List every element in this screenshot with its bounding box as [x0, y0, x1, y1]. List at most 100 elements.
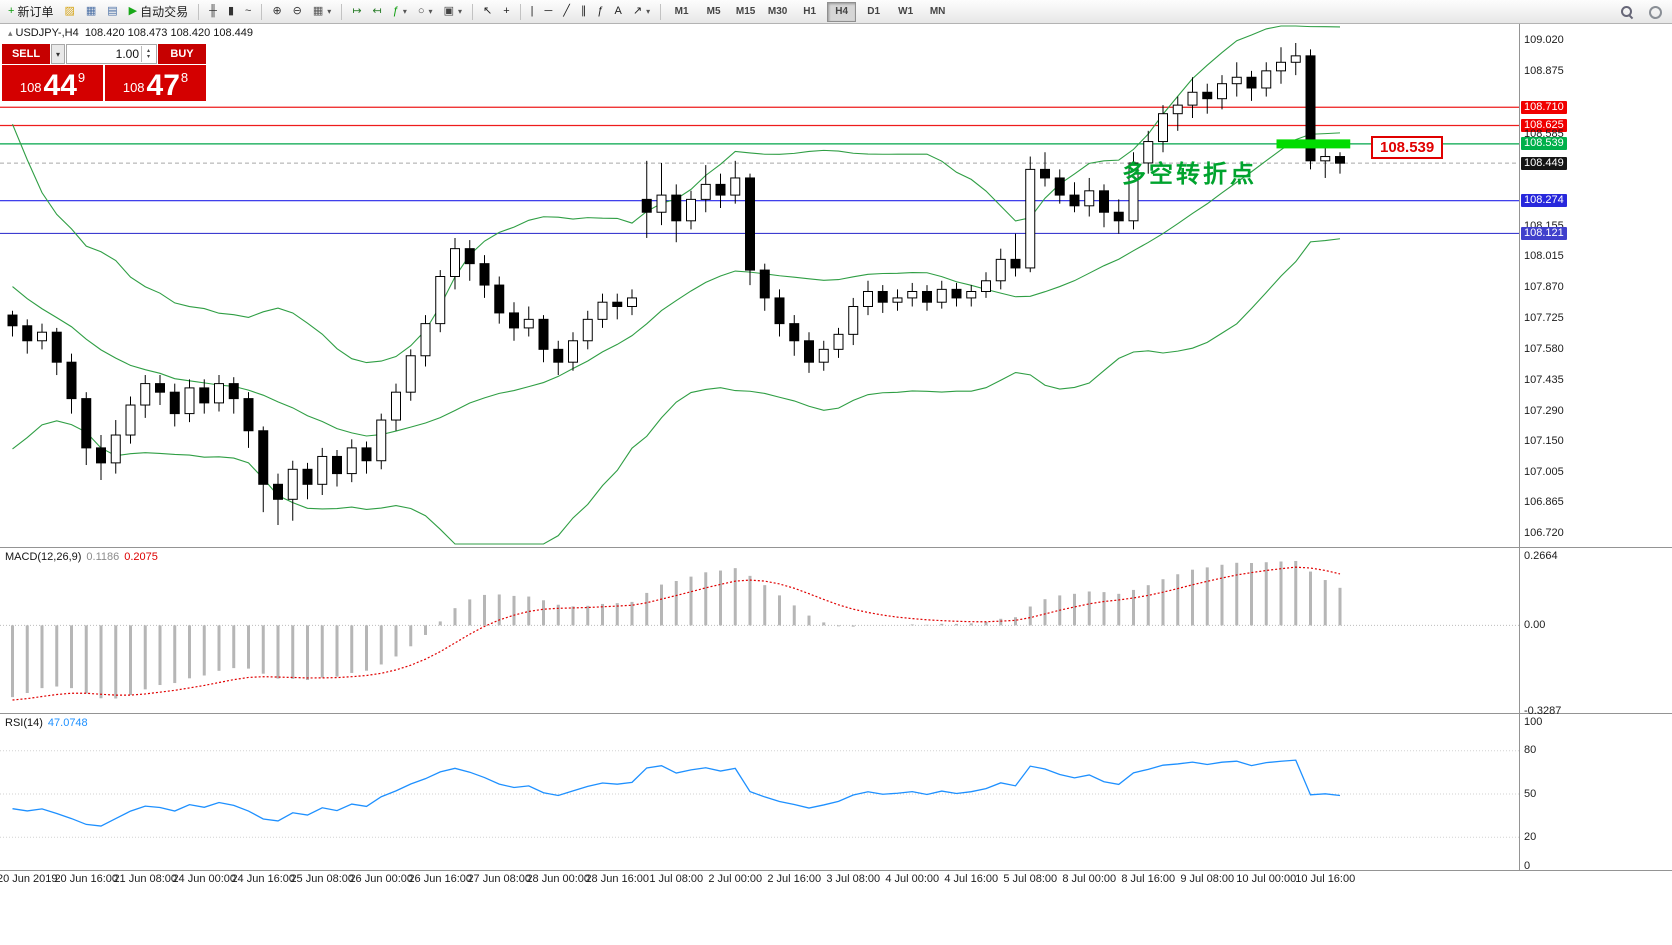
macd-value-main: 0.1186	[86, 551, 120, 563]
zoom-out-icon: ⊖	[292, 5, 302, 17]
highlight-segment[interactable]	[1276, 139, 1351, 149]
zoom-in-icon[interactable]: ⊕	[267, 1, 286, 22]
periods-icon: ○	[417, 5, 425, 17]
toolbar-separator	[660, 3, 662, 20]
channel-icon[interactable]: ∥	[576, 1, 592, 22]
rsi-value: 47.0748	[47, 717, 88, 729]
timeframe-w1-button[interactable]: W1	[898, 6, 914, 17]
templates-icon[interactable]: ▣ ▾	[439, 1, 467, 22]
market-watch-icon[interactable]: ▦	[81, 1, 101, 22]
ohlc-bars-icon[interactable]: ╫	[204, 1, 222, 22]
toolbar-right	[1614, 1, 1669, 22]
panel-splitter-rsi[interactable]	[0, 713, 1672, 714]
search-icon	[1619, 4, 1634, 19]
crosshair-icon[interactable]: +	[498, 1, 514, 22]
chart-annotation-text[interactable]: 多空转折点	[1122, 161, 1257, 188]
chart-title: ▴ USDJPY-,H4 108.420 108.473 108.420 108.…	[8, 27, 253, 39]
templates-icon-dropdown[interactable]: ▾	[457, 7, 462, 16]
zoom-in-icon: ⊕	[272, 5, 282, 17]
community-button[interactable]	[1642, 1, 1667, 22]
data-window-icon: ▤	[107, 5, 118, 17]
symbol-search-button[interactable]	[1614, 1, 1639, 22]
price-axis-border	[1519, 24, 1520, 870]
arrows-icon: ↗	[632, 5, 643, 17]
new-order-button[interactable]: + 新订单	[3, 1, 58, 22]
timeframe-d1-button[interactable]: D1	[867, 6, 881, 17]
periods-icon-dropdown[interactable]: ▾	[428, 7, 433, 16]
horizontal-line-icon: ─	[544, 5, 553, 17]
toolbar-items: + 新订单 ▨ ▦ ▤ ▶ 自动交易 ╫ ▮ ~ ⊕ ⊖ ▦ ▾ ↦ ↤ ƒ ▾ ○ ▾ ▣ ▾ ↖ + | ─ ╱ ∥ ƒ A ↗ ▾ M1 M…	[3, 1, 1614, 22]
auto-scroll-icon[interactable]: ↦	[347, 1, 366, 22]
text-icon: A	[614, 5, 622, 17]
sell-price-display[interactable]: 108 44 9	[2, 65, 103, 101]
rsi-indicator	[0, 750, 1519, 838]
dropdown-icon: ▾	[55, 49, 60, 59]
volume-value[interactable]: 1.00	[115, 47, 139, 61]
autotrading-button-label: 自动交易	[140, 5, 189, 19]
fibonacci-icon[interactable]: ƒ	[592, 1, 608, 22]
collapse-icon[interactable]: ▴	[8, 28, 13, 38]
cursor-icon[interactable]: ↖	[478, 1, 497, 22]
sell-button[interactable]: SELL	[2, 44, 50, 64]
buy-button[interactable]: BUY	[158, 44, 206, 64]
macd-value-signal: 0.2075	[124, 551, 158, 563]
text-icon[interactable]: A	[610, 1, 627, 22]
timeframe-m30-button[interactable]: M30	[767, 6, 788, 17]
volume-spinner[interactable]: ▴ ▾	[141, 46, 155, 62]
autotrading-button[interactable]: ▶ 自动交易	[124, 1, 193, 22]
rsi-name: RSI(14)	[5, 717, 43, 729]
line-chart-icon[interactable]: ~	[240, 1, 256, 22]
sell-price-big: 44	[43, 69, 77, 102]
buy-price-display[interactable]: 108 47 8	[105, 65, 206, 101]
profiles-icon[interactable]: ▨	[59, 1, 79, 22]
chart-shift-icon: ↤	[372, 5, 382, 17]
timeframe-m15-button[interactable]: M15	[735, 6, 756, 17]
templates-icon: ▣	[443, 5, 454, 17]
timeframe-mn-button[interactable]: MN	[929, 6, 946, 17]
indicators-icon-dropdown[interactable]: ▾	[402, 7, 407, 16]
zoom-out-icon[interactable]: ⊖	[288, 1, 307, 22]
order-settings-dropdown[interactable]: ▾	[51, 44, 65, 64]
line-chart-icon: ~	[245, 5, 252, 17]
macd-label: MACD(12,26,9) 0.1186 0.2075	[5, 551, 163, 563]
toolbar-separator	[471, 3, 473, 20]
periods-icon[interactable]: ○ ▾	[413, 1, 438, 22]
ohlc-bars-icon: ╫	[209, 5, 217, 17]
arrows-icon-dropdown[interactable]: ▾	[646, 7, 651, 16]
indicators-icon: ƒ	[392, 5, 399, 17]
new-order-icon: +	[8, 5, 15, 17]
time-axis-border	[0, 870, 1672, 871]
rsi-label: RSI(14) 47.0748	[5, 717, 93, 729]
macd-name: MACD(12,26,9)	[5, 551, 82, 563]
candlestick-chart-icon[interactable]: ▮	[223, 1, 239, 22]
trendline-icon[interactable]: ╱	[558, 1, 575, 22]
buy-price-big: 47	[146, 69, 180, 102]
tile-windows-icon: ▦	[312, 5, 324, 17]
cursor-icon: ↖	[482, 5, 493, 17]
indicators-icon[interactable]: ƒ ▾	[388, 1, 412, 22]
crosshair-icon: +	[503, 5, 510, 17]
timeframe-m5-button[interactable]: M5	[706, 6, 721, 17]
panel-splitter-macd[interactable]	[0, 547, 1672, 548]
volume-input[interactable]: 1.00 ▴ ▾	[66, 44, 157, 64]
tile-windows-icon-dropdown[interactable]: ▾	[327, 7, 332, 16]
trendline-icon: ╱	[563, 5, 570, 17]
channel-icon: ∥	[580, 5, 587, 17]
arrows-icon[interactable]: ↗ ▾	[628, 1, 655, 22]
vertical-line-icon[interactable]: |	[526, 1, 539, 22]
tile-windows-icon[interactable]: ▦ ▾	[308, 1, 336, 22]
volume-up-icon[interactable]: ▴	[146, 48, 150, 54]
timeframe-h4-button[interactable]: H4	[827, 1, 857, 22]
new-order-button-label: 新订单	[17, 5, 54, 19]
volume-down-icon[interactable]: ▾	[146, 54, 150, 60]
chart-shift-icon[interactable]: ↤	[368, 1, 387, 22]
horizontal-line-icon[interactable]: ─	[540, 1, 558, 22]
timeframe-h1-button[interactable]: H1	[803, 6, 817, 17]
timeframe-m1-button[interactable]: M1	[674, 6, 689, 17]
data-window-icon[interactable]: ▤	[102, 1, 122, 22]
price-callout[interactable]: 108.539	[1371, 136, 1444, 159]
horizontal-lines	[0, 106, 1519, 235]
toolbar-separator	[519, 3, 521, 20]
